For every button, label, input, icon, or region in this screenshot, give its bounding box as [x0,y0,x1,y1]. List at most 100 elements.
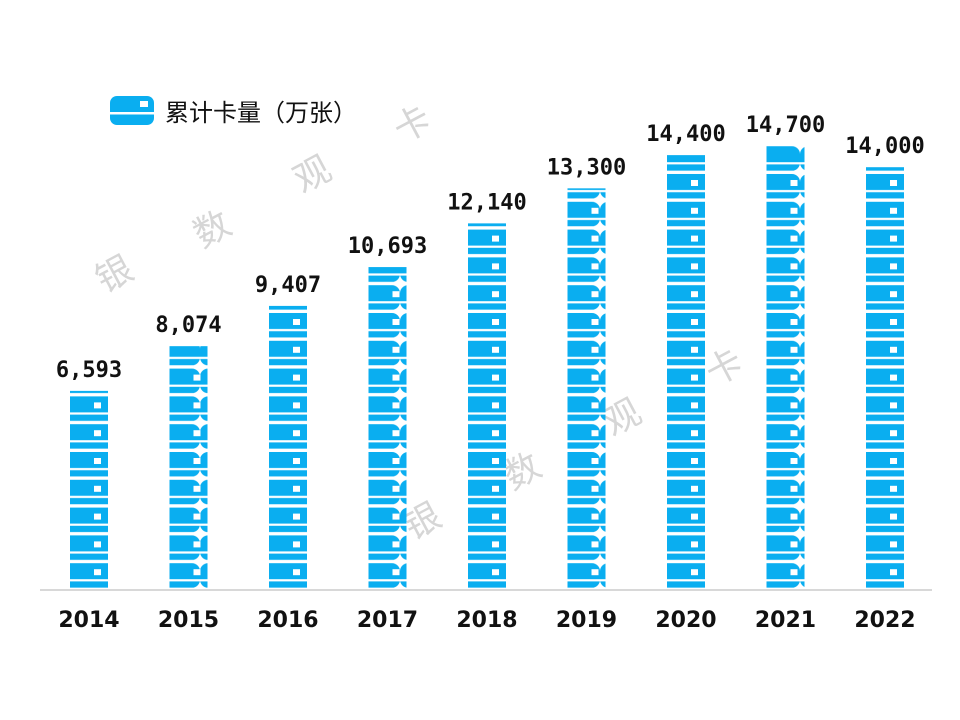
value-label-2020: 14,400 [646,122,725,147]
card-chip [492,319,499,325]
card-chip [691,569,698,576]
card-chip [392,291,400,298]
card-chip [492,513,499,520]
card-chip [392,513,400,520]
bar-2022 [866,167,904,590]
card-chip [492,458,499,464]
card-chip [691,291,698,298]
card-chip [591,207,599,214]
value-label-2016: 9,407 [255,273,321,298]
card-chip [691,458,698,464]
card-chip [293,346,300,353]
value-label-2022: 14,000 [845,134,924,159]
x-tick-2022: 2022 [854,608,915,633]
bar-2016 [269,305,307,590]
card-chip [193,485,201,492]
card-chip [392,430,400,437]
card-chip [790,291,798,298]
card-chip [890,235,897,242]
card-chip [591,346,599,353]
card-chip [591,485,599,492]
watermark-char: 观 [287,148,338,201]
card-chip [691,207,698,214]
card-chip [293,458,300,464]
card-chip [890,430,897,437]
card-chip [392,485,400,492]
card-chip [591,569,599,576]
card-chip [193,458,201,464]
card-chip [492,235,499,242]
card-chip [193,541,201,548]
card-chip [392,319,400,325]
card-chip [790,207,798,214]
card-chip [691,541,698,548]
card-chip [293,541,300,548]
card-chip [492,569,499,576]
card-chip [193,430,201,437]
card-chip [94,513,101,520]
card-chip [94,541,101,548]
card-chip [193,402,201,409]
card-chip [591,235,599,242]
card-chip [890,263,897,270]
card-chip [591,291,599,298]
card-chip [790,458,798,464]
card-chip [392,569,400,576]
bars [70,146,904,590]
card-chip [691,513,698,520]
card-chip [492,402,499,409]
card-chip [94,402,101,409]
card-chip [94,569,101,576]
card-chip [691,430,698,437]
legend: 累计卡量（万张） [110,96,357,127]
card-chip [591,541,599,548]
value-label-2021: 14,700 [746,113,825,138]
bar-2021 [766,146,805,590]
card-chip [790,402,798,409]
x-axis-ticks: 2014 2015 2016 2017 2018 2019 2020 2021 2022 [58,608,915,633]
card-chip [890,291,897,298]
card-chip [790,541,798,548]
card-chip [790,235,798,242]
bar-2015 [169,346,208,590]
card-chip [790,319,798,325]
card-chip [492,374,499,381]
watermark-char: 卡 [387,98,438,151]
card-chip [492,346,499,353]
card-chip [890,569,897,576]
x-tick-2020: 2020 [655,608,716,633]
credit-card-icon [110,96,154,125]
bar-2019 [567,188,606,590]
value-label-2017: 10,693 [348,234,427,259]
card-chip [691,319,698,325]
value-label-2019: 13,300 [547,155,626,180]
card-chip [193,513,201,520]
card-chip [492,485,499,492]
watermark-char: 卡 [699,341,750,394]
card-chip [890,374,897,381]
card-chip [293,319,300,325]
card-chip [591,374,599,381]
value-labels: 6,593 8,074 9,407 10,693 12,140 13,300 14,400 1… [56,113,925,383]
card-chip [591,402,599,409]
card-chip [890,180,897,186]
bar-2014 [70,390,108,590]
card-chip [790,513,798,520]
card-chip [591,458,599,464]
card-chip [790,263,798,270]
bar-2020 [667,155,705,590]
bar-2017 [368,267,407,590]
card-chip [790,374,798,381]
card-chip [691,346,698,353]
card-chip [591,430,599,437]
card-chip [890,402,897,409]
card-chip [890,207,897,214]
card-chip [293,430,300,437]
card-chip [193,374,201,381]
card-chip [392,374,400,381]
card-chip [790,346,798,353]
x-tick-2014: 2014 [58,608,119,633]
legend-label: 累计卡量（万张） [165,99,357,127]
card-chip [890,346,897,353]
